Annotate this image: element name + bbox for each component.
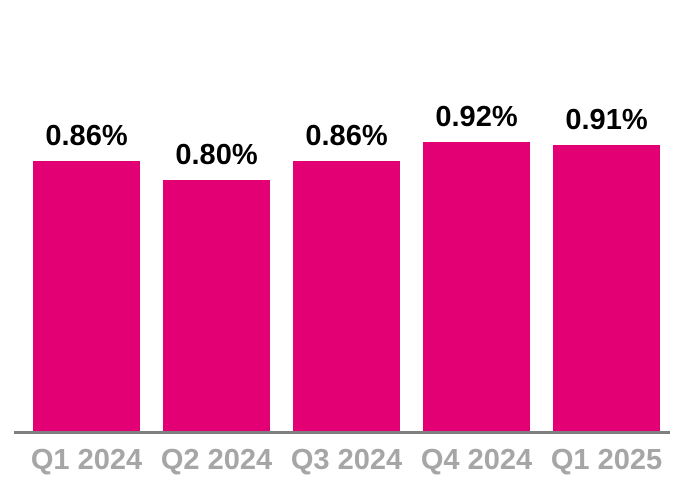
bar-value-label: 0.86% bbox=[45, 120, 128, 152]
bar bbox=[33, 161, 140, 432]
x-axis-label: Q1 2025 bbox=[550, 444, 663, 476]
bar-value-label: 0.92% bbox=[435, 101, 518, 133]
bar bbox=[553, 145, 660, 432]
x-axis-line bbox=[14, 431, 670, 434]
x-axis-label: Q4 2024 bbox=[420, 444, 533, 476]
x-axis-label: Q2 2024 bbox=[160, 444, 273, 476]
bar bbox=[423, 142, 530, 432]
bar bbox=[293, 161, 400, 432]
bar-value-label: 0.86% bbox=[305, 120, 388, 152]
bar bbox=[163, 180, 270, 432]
bar-value-label: 0.80% bbox=[175, 139, 258, 171]
bar-value-label: 0.91% bbox=[565, 104, 648, 136]
x-axis-label: Q3 2024 bbox=[290, 444, 403, 476]
x-axis-label: Q1 2024 bbox=[30, 444, 143, 476]
